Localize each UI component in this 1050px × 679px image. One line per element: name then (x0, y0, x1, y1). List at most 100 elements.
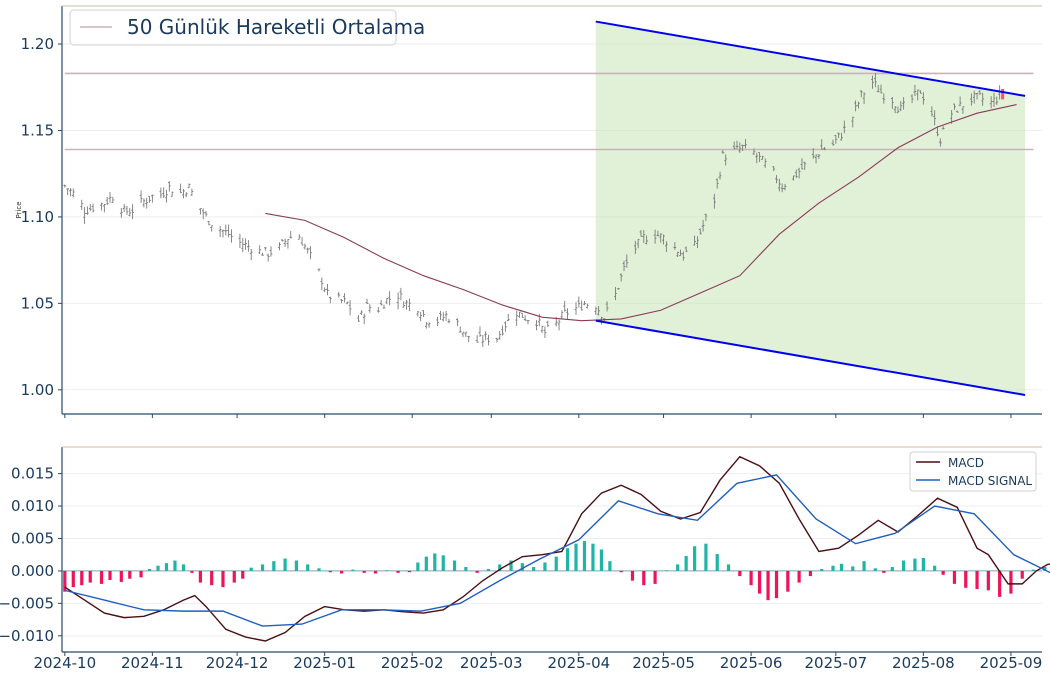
macd-histogram-bar (99, 570, 104, 584)
macd-histogram-bar (373, 570, 378, 574)
macd-histogram-bar (119, 570, 123, 582)
macd-y-tick-label: −0.005 (0, 594, 54, 612)
macd-histogram-bar (156, 565, 160, 571)
channel-lower-line (595, 319, 1026, 396)
macd-histogram-bar (498, 564, 502, 571)
macd-histogram-bar (630, 570, 635, 581)
macd-histogram-bar (424, 556, 428, 571)
macd-y-tick-label: −0.010 (0, 627, 54, 645)
macd-histogram-bar (986, 570, 990, 591)
x-tick-label: 2024-10 (33, 654, 96, 672)
macd-histogram-bar (260, 564, 265, 571)
last-candle (1001, 88, 1005, 100)
macd-histogram-bar (452, 560, 457, 571)
macd-histogram-bar (532, 567, 536, 571)
macd-histogram-bar (902, 560, 906, 571)
macd-histogram-bar (757, 570, 762, 594)
macd-histogram-bar (362, 570, 366, 573)
macd-histogram-bar (339, 570, 344, 574)
macd-histogram-bar (797, 570, 801, 583)
macd-histogram-bar (433, 553, 437, 571)
macd-histogram-bar (241, 570, 245, 579)
macd-histogram-bar (272, 561, 276, 571)
macd-histogram-bar (565, 548, 570, 571)
x-tick-label: 2025-06 (720, 654, 783, 672)
macd-histogram-bar (407, 570, 411, 573)
macd-histogram-bar (139, 570, 143, 578)
macd-histogram-bar (591, 543, 595, 571)
macd-histogram-bar (108, 570, 112, 580)
macd-histogram-bar (766, 570, 770, 601)
macd-histogram-bar (416, 562, 420, 571)
macd-histogram-bar (198, 570, 202, 583)
macd-histogram-bar (554, 556, 558, 571)
legend-label-macd: MACD (948, 456, 984, 470)
channel-upper-line (595, 20, 1026, 97)
macd-histogram-bar (890, 567, 894, 571)
macd-histogram-bar (933, 565, 937, 571)
legend-label-signal: MACD SIGNAL (948, 474, 1032, 488)
macd-histogram-bar (726, 564, 731, 571)
x-tick-label: 2025-04 (547, 654, 610, 672)
macd-histogram-bar (1031, 569, 1036, 571)
price-y-tick-label: 1.20 (21, 35, 54, 53)
macd-histogram-bar (190, 570, 194, 573)
macd-histogram-bar (283, 558, 287, 571)
macd-y-tick-label: 0.010 (11, 497, 54, 515)
macd-histogram-bar (520, 563, 524, 571)
macd-histogram-bar (738, 570, 742, 577)
macd-signal-line (64, 474, 1050, 627)
macd-histogram-bar (831, 565, 835, 571)
macd-histogram-bar (80, 570, 84, 586)
shared-x-axis: 2024-10 2024-11 2024-12 2025-01 2025-02 2025-… (33, 652, 1042, 672)
macd-histogram-bar (862, 561, 866, 571)
macd-histogram-bar (294, 560, 299, 571)
macd-y-tick-label: 0.000 (11, 562, 54, 580)
x-tick-label: 2025-03 (460, 654, 523, 672)
macd-histogram-bar (599, 549, 604, 571)
macd-histogram-bar (676, 564, 680, 571)
price-legend-box (69, 9, 397, 46)
price-y-tick-label: 1.05 (21, 294, 54, 312)
macd-histogram-bar (820, 568, 824, 571)
macd-histogram-bar (317, 568, 321, 571)
macd-histogram-bar (608, 561, 612, 571)
macd-histogram-bar (464, 567, 468, 571)
macd-line (64, 455, 1050, 642)
macd-histogram-bar (486, 568, 491, 571)
legend-label-ma: 50 Günlük Hareketli Ortalama (127, 15, 425, 39)
x-tick-label: 2025-07 (804, 654, 867, 672)
macd-histogram-bar (1009, 570, 1013, 594)
macd-panel: −0.010 −0.005 0.000 0.005 0.010 0.015 MACD MACD… (0, 446, 1050, 653)
moving-average-line (265, 104, 1017, 322)
macd-histogram-bar (619, 570, 623, 573)
macd-histogram-bar (221, 570, 225, 588)
macd-histogram-bar (396, 570, 400, 573)
macd-histogram-bar (249, 567, 253, 571)
macd-histogram-bar (786, 570, 790, 592)
macd-histogram-bar (1043, 567, 1047, 571)
macd-histogram-bar (1020, 570, 1024, 579)
price-panel: 1.00 1.05 1.10 1.15 1.20 Price 50 Günlük Harek… (15, 5, 1042, 418)
macd-histogram-bar (975, 570, 979, 590)
macd-histogram-bar (653, 570, 657, 584)
x-tick-label: 2025-09 (980, 654, 1043, 672)
macd-histogram-bar (873, 568, 877, 571)
macd-histogram-bar (475, 570, 479, 573)
macd-histogram-bar (704, 543, 708, 571)
macd-histogram-bar (164, 563, 169, 571)
macd-histogram-bar (88, 570, 92, 583)
macd-histogram-bar (921, 557, 925, 571)
macd-histogram-bar (941, 570, 945, 575)
macd-histogram-bar (693, 546, 697, 571)
macd-histogram-bar (210, 570, 214, 586)
macd-legend-box (909, 451, 1037, 492)
macd-histogram-bar (306, 564, 310, 571)
macd-histogram-bar (964, 570, 968, 588)
macd-histogram-bar (328, 570, 332, 573)
price-y-tick-label: 1.15 (21, 121, 54, 139)
macd-histogram-bar (839, 563, 844, 571)
macd-histogram-bar (664, 570, 668, 571)
